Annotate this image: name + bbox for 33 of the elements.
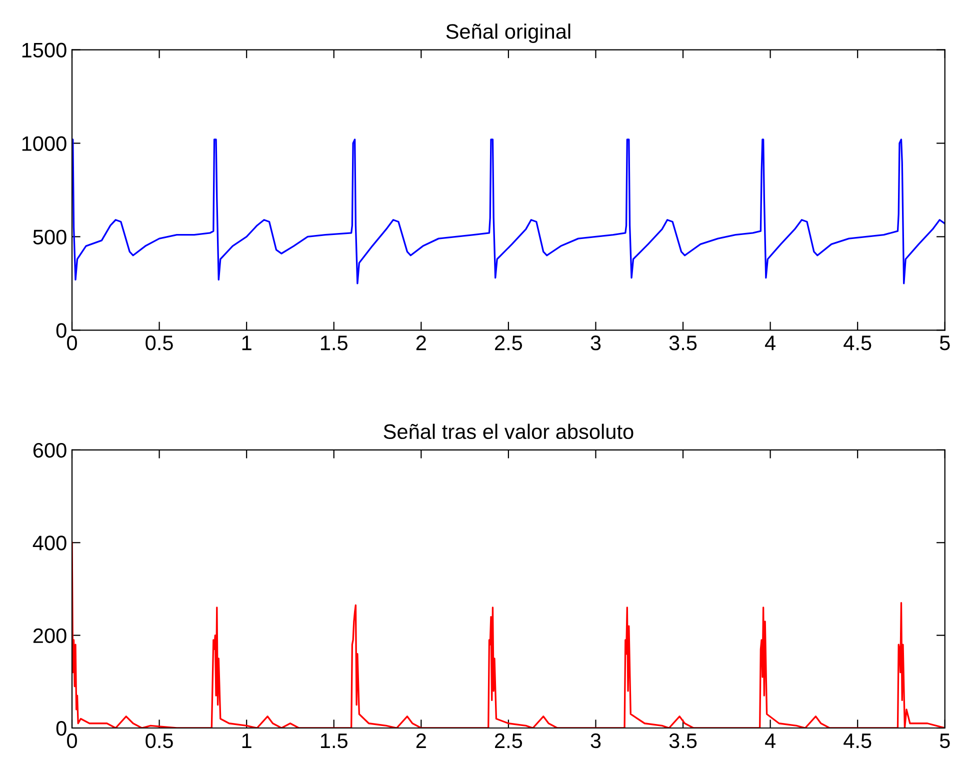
x-tick-label: 3 (590, 336, 601, 350)
x-tick-label: 2 (416, 336, 426, 350)
x-tick-label: 0 (67, 733, 77, 748)
x-tick-label: 3.5 (669, 336, 697, 350)
x-tick-label: 2 (416, 733, 426, 748)
y-tick-label: 0 (56, 323, 66, 338)
x-tick-label: 0.5 (146, 336, 173, 350)
y-tick-label: 500 (33, 230, 66, 244)
y-tick-label: 600 (33, 442, 66, 458)
x-tick-label: 0 (67, 336, 77, 350)
x-tick-label: 2.5 (495, 336, 522, 350)
x-tick-label: 4.5 (844, 734, 872, 748)
x-tick-label: 5 (940, 336, 950, 350)
chart-title: Señal tras el valor absoluto (384, 424, 634, 440)
y-tick-label: 200 (33, 628, 66, 644)
x-tick-label: 1.5 (320, 336, 348, 350)
chart-title: Señal original (446, 24, 570, 43)
x-tick-label: 0.5 (146, 733, 173, 748)
y-tick-label: 0 (56, 721, 66, 736)
x-tick-label: 1.5 (320, 734, 348, 748)
x-tick-label: 4 (764, 734, 776, 748)
y-tick-label: 400 (32, 536, 66, 550)
x-tick-label: 4.5 (844, 336, 872, 350)
x-tick-label: 1 (242, 336, 252, 350)
x-tick-label: 5 (940, 734, 950, 748)
x-tick-label: 4 (764, 336, 776, 350)
line-series (72, 138, 945, 284)
x-tick-label: 1 (242, 734, 252, 748)
y-tick-label: 1500 (22, 42, 66, 58)
x-tick-label: 3 (590, 733, 601, 748)
x-tick-label: 3.5 (669, 733, 697, 748)
x-tick-label: 2.5 (495, 733, 522, 748)
y-tick-label: 1000 (22, 136, 66, 151)
